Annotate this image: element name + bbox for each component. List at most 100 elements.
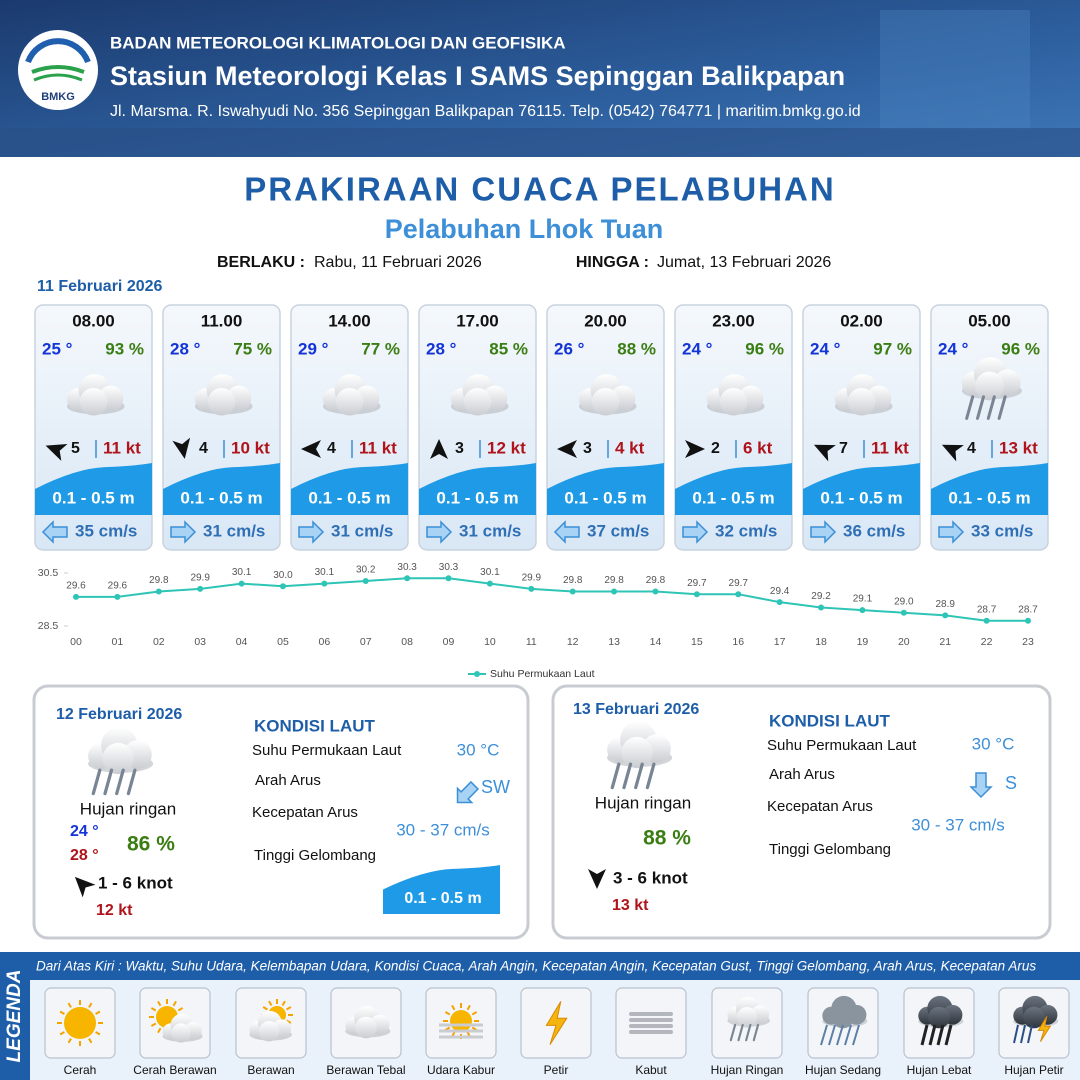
current-direction-arrow xyxy=(969,772,993,799)
logo-arc xyxy=(31,65,85,74)
cloud-icon xyxy=(67,374,125,416)
x-tick-label: 13 xyxy=(608,636,620,648)
forecast-time: 20.00 xyxy=(584,311,627,330)
sun-ray xyxy=(281,1000,286,1006)
data-point xyxy=(362,577,369,584)
day-temp-min: 24 ° xyxy=(70,823,99,840)
y-tick-label: 30.5 xyxy=(38,567,59,579)
data-label: 29.8 xyxy=(563,575,583,586)
forecast-temperature: 24 ° xyxy=(682,339,713,358)
forecast-temperature: 29 ° xyxy=(298,339,329,358)
sun-ray xyxy=(262,1006,268,1011)
sun-ray xyxy=(444,1011,451,1016)
rain-streak xyxy=(729,1023,737,1042)
wind-direction-arrow xyxy=(941,444,964,462)
legend-item-label: Berawan xyxy=(247,1063,294,1077)
day-panel xyxy=(32,684,530,940)
data-point xyxy=(1025,617,1031,624)
logo-arc xyxy=(33,73,83,82)
forecast-temperature: 28 ° xyxy=(170,339,201,358)
forecast-gust: 12 kt xyxy=(487,438,526,457)
sea-label: Kecepatan Arus xyxy=(252,804,358,821)
sea-label: Suhu Permukaan Laut xyxy=(767,737,917,754)
cloud-puff xyxy=(847,387,876,416)
cloud-icon xyxy=(961,357,1022,401)
data-label: 30.2 xyxy=(356,565,376,576)
current-direction-arrow xyxy=(682,520,709,544)
forecast-wind-speed: 2 xyxy=(711,440,720,457)
x-tick-label: 04 xyxy=(236,636,248,648)
x-tick-label: 21 xyxy=(939,636,951,648)
cloud-icon xyxy=(727,996,770,1028)
sun-ray xyxy=(88,1038,93,1044)
data-point xyxy=(611,588,618,595)
day-condition: Hujan ringan xyxy=(80,799,176,818)
sea-label: Kecepatan Arus xyxy=(767,798,873,815)
data-label: 29.4 xyxy=(770,586,790,597)
generated-content: 08.00 25 ° 93 % 5 11 kt 0.1 - 0.5 m 35 cm/s 11.… xyxy=(34,304,1070,1077)
x-tick-label: 15 xyxy=(691,636,703,648)
cloud-puff xyxy=(1023,1006,1045,1029)
cloud-puff xyxy=(928,1006,950,1029)
data-point xyxy=(238,580,245,587)
sea-current-speed: 30 - 37 cm/s xyxy=(396,820,490,839)
forecast-current: 33 cm/s xyxy=(971,521,1033,540)
data-point xyxy=(486,580,493,587)
sun-ray xyxy=(471,1011,478,1016)
data-point xyxy=(404,575,411,582)
cloud-puff xyxy=(621,736,653,769)
day-date: 12 Februari 2026 xyxy=(56,706,182,723)
day-gust: 12 kt xyxy=(96,902,133,919)
data-label: 28.7 xyxy=(1018,604,1038,615)
data-label: 30.1 xyxy=(232,567,252,578)
data-point xyxy=(73,593,79,600)
wind-direction-arrow xyxy=(301,440,321,458)
sun-ray xyxy=(95,1010,101,1015)
sea-current-direction: SW xyxy=(481,777,510,797)
cloud-puff xyxy=(258,1021,280,1042)
sun-ray xyxy=(157,1027,162,1034)
rain-streak xyxy=(91,768,102,796)
data-label: 29.2 xyxy=(811,591,831,602)
wind-direction-arrow xyxy=(172,437,191,459)
data-label: 28.7 xyxy=(977,604,997,615)
day-humidity: 86 % xyxy=(127,833,175,856)
forecast-temperature: 26 ° xyxy=(554,339,585,358)
data-point xyxy=(983,617,990,624)
x-tick-label: 06 xyxy=(319,636,331,648)
sun-ray xyxy=(150,1007,157,1012)
data-label: 30.3 xyxy=(397,562,417,573)
forecast-humidity: 96 % xyxy=(1001,339,1040,358)
wind-direction-arrow xyxy=(588,869,606,889)
data-label: 30.0 xyxy=(273,570,293,581)
wave-shape xyxy=(419,463,536,515)
rain-streak xyxy=(836,1024,844,1046)
sea-label: Tinggi Gelombang xyxy=(769,841,891,858)
cloud-puff xyxy=(171,1023,191,1043)
station-address: Jl. Marsma. R. Iswahyudi No. 356 Sepingg… xyxy=(110,103,861,120)
forecast-gust: 11 kt xyxy=(871,438,909,457)
rain-streak xyxy=(965,395,975,420)
data-label: 29.6 xyxy=(108,580,128,591)
cloud-puff xyxy=(719,387,748,416)
legend-label: Suhu Permukaan Laut xyxy=(490,668,595,680)
station-name: Stasiun Meteorologi Kelas I SAMS Sepingg… xyxy=(110,61,845,91)
forecast-time: 11.00 xyxy=(201,311,243,330)
valid-to-label: HINGGA : xyxy=(576,254,649,271)
data-point xyxy=(114,593,121,600)
forecast-humidity: 97 % xyxy=(873,339,912,358)
sun-ray xyxy=(67,1002,72,1008)
forecast-wave: 0.1 - 0.5 m xyxy=(52,488,134,507)
forecast-wind-speed: 7 xyxy=(839,440,848,457)
cloud-icon xyxy=(88,727,154,775)
x-tick-label: 11 xyxy=(526,636,537,648)
forecast-current: 36 cm/s xyxy=(843,521,905,540)
x-tick-label: 08 xyxy=(401,636,413,648)
cloud-puff xyxy=(207,387,236,416)
forecast-gust: 6 kt xyxy=(743,438,773,457)
data-point xyxy=(859,607,866,614)
data-label: 29.7 xyxy=(729,578,749,589)
cloud-icon xyxy=(918,995,964,1029)
page-subtitle: Pelabuhan Lhok Tuan xyxy=(385,214,664,244)
